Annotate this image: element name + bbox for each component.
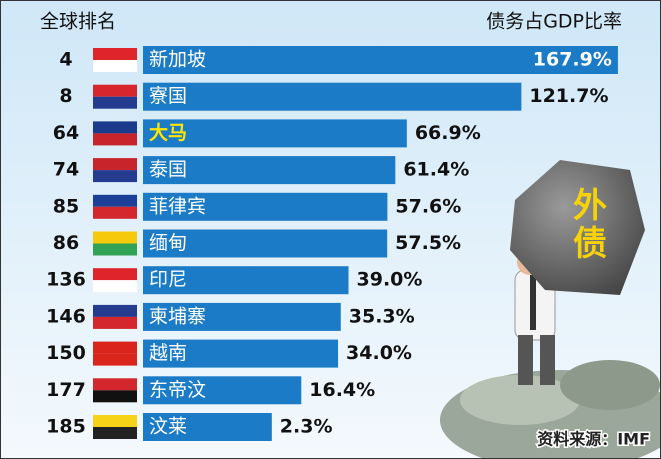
value-label: 39.0% [357, 269, 423, 291]
bar [143, 266, 349, 295]
rank-label: 177 [46, 379, 86, 401]
category-label: 新加坡 [149, 49, 206, 71]
value-label: 34.0% [346, 342, 412, 364]
rock [510, 160, 645, 295]
value-label: 35.3% [349, 305, 415, 327]
rank-label: 8 [59, 85, 72, 107]
value-label: 2.3% [280, 416, 333, 438]
category-label: 汶莱 [149, 416, 187, 438]
flag [93, 84, 137, 97]
annotation: 外债 [567, 187, 607, 263]
category-label: 寮国 [149, 85, 187, 107]
value-label: 57.5% [395, 232, 461, 254]
flag [93, 390, 137, 403]
flag [93, 96, 137, 109]
flag [93, 378, 137, 391]
flag [93, 170, 137, 183]
rank-label: 86 [53, 232, 79, 254]
category-label: 东帝汶 [149, 379, 206, 401]
flag [93, 158, 137, 171]
value-label: 16.4% [309, 379, 375, 401]
rank-label: 64 [53, 122, 79, 144]
rank-header: 全球排名 [40, 11, 116, 33]
flag [93, 60, 137, 72]
flag [93, 194, 137, 207]
bar [143, 82, 522, 111]
flag [93, 121, 137, 134]
value-label: 57.6% [395, 195, 461, 217]
category-label: 印尼 [149, 269, 187, 291]
bar [143, 376, 302, 405]
flag [93, 341, 137, 354]
flag [93, 415, 137, 427]
bar [143, 413, 272, 441]
value-label: 167.9% [533, 49, 612, 71]
category-label: 大马 [149, 121, 187, 144]
category-label: 越南 [149, 342, 187, 364]
bar [143, 46, 618, 74]
flag [93, 304, 137, 317]
rank-label: 146 [46, 305, 86, 327]
money-pile [440, 360, 661, 459]
flag [93, 133, 137, 146]
rank-label: 136 [46, 269, 86, 291]
category-label: 泰国 [149, 159, 187, 181]
rank-label: 85 [53, 195, 79, 217]
flag [93, 231, 137, 244]
flag [93, 243, 137, 256]
value-label: 66.9% [415, 122, 481, 144]
value-label: 121.7% [529, 85, 608, 107]
category-label: 菲律宾 [149, 195, 206, 217]
rank-label: 4 [59, 49, 72, 71]
value-header: 债务占GDP比率 [486, 11, 622, 33]
flag [93, 427, 137, 439]
bar [143, 229, 388, 258]
flag [93, 316, 137, 329]
flag [93, 280, 137, 293]
bar [143, 302, 341, 331]
flag [93, 353, 137, 366]
bar [143, 156, 396, 185]
flag [93, 206, 137, 219]
flag [93, 48, 137, 60]
rank-label: 74 [53, 159, 79, 181]
flag [93, 268, 137, 281]
bar [143, 119, 407, 148]
value-label: 61.4% [403, 159, 469, 181]
source: 资料来源：IMF [537, 430, 650, 449]
bar [143, 192, 388, 221]
category-label: 缅甸 [149, 232, 187, 254]
rank-label: 185 [46, 416, 86, 438]
bar [143, 339, 339, 368]
rank-label: 150 [46, 342, 86, 364]
category-label: 柬埔寨 [149, 305, 206, 327]
